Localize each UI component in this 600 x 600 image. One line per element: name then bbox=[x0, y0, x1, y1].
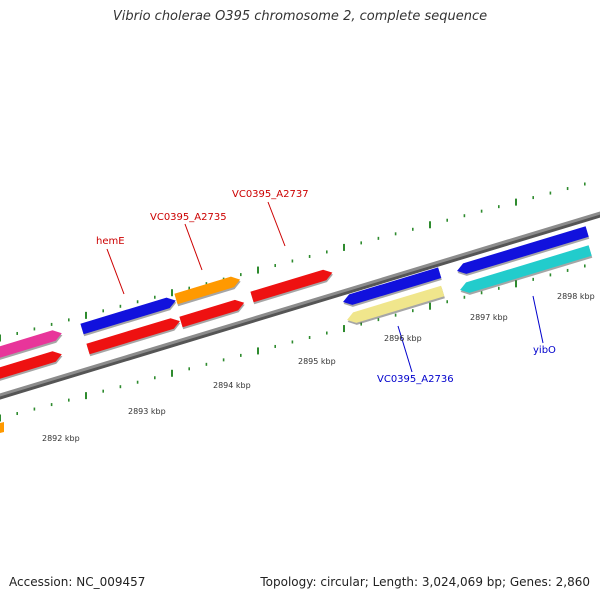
gene-arrow-yibO bbox=[460, 245, 592, 293]
callout-line-yibO bbox=[532, 295, 544, 344]
callout-line-VC0395_A2737 bbox=[267, 201, 286, 247]
callout-line-hemE bbox=[106, 248, 125, 295]
map-title: Vibrio cholerae O395 chromosome 2, compl… bbox=[112, 9, 488, 24]
callout-line-VC0395_A2736 bbox=[397, 325, 413, 373]
chromosome-backbone-shadow bbox=[0, 212, 600, 400]
chromosome-backbone bbox=[0, 211, 600, 397]
gene-arrow-big-blue-gene bbox=[457, 226, 589, 274]
gene-arrow-edge-orange bbox=[0, 422, 4, 433]
tick-label-2896: 2896 kbp bbox=[384, 334, 422, 343]
gene-arrow-blue-gene bbox=[343, 267, 442, 305]
tick-label-2895: 2895 kbp bbox=[298, 357, 336, 366]
tick-label-2892: 2892 kbp bbox=[42, 434, 80, 443]
tick-marks bbox=[0, 182, 586, 422]
gene-arrow-VC0395_A2735 bbox=[179, 299, 245, 328]
tick-label-2894: 2894 kbp bbox=[213, 381, 251, 390]
topology-text: Topology: circular; Length: 3,024,069 bp… bbox=[260, 575, 590, 589]
gene-arrow-VC0395_A2737 bbox=[250, 269, 333, 303]
gene-label-yibO[interactable]: yibO bbox=[533, 345, 556, 356]
gene-label-hemE[interactable]: hemE bbox=[96, 236, 125, 247]
gene-arrow-orange-gene bbox=[174, 276, 241, 305]
gene-arrow-hemE bbox=[80, 297, 176, 335]
gene-features bbox=[0, 226, 593, 433]
callout-line-VC0395_A2735 bbox=[184, 223, 203, 271]
gene-label-VC0395_A2737[interactable]: VC0395_A2737 bbox=[232, 189, 309, 200]
gene-callouts bbox=[106, 201, 544, 373]
gene-arrow-red-gene-1 bbox=[0, 351, 62, 379]
accession-text: Accession: NC_009457 bbox=[9, 575, 146, 589]
gene-arrow-VC0395_A2736 bbox=[347, 285, 445, 323]
gene-arrow-pink-gene bbox=[0, 330, 62, 358]
gene-arrow-red-gene-2 bbox=[86, 318, 180, 355]
gene-label-VC0395_A2736[interactable]: VC0395_A2736 bbox=[377, 374, 454, 385]
tick-label-2893: 2893 kbp bbox=[128, 407, 166, 416]
gene-label-VC0395_A2735[interactable]: VC0395_A2735 bbox=[150, 212, 227, 223]
tick-label-2898: 2898 kbp bbox=[557, 292, 595, 301]
tick-label-2897: 2897 kbp bbox=[470, 313, 508, 322]
